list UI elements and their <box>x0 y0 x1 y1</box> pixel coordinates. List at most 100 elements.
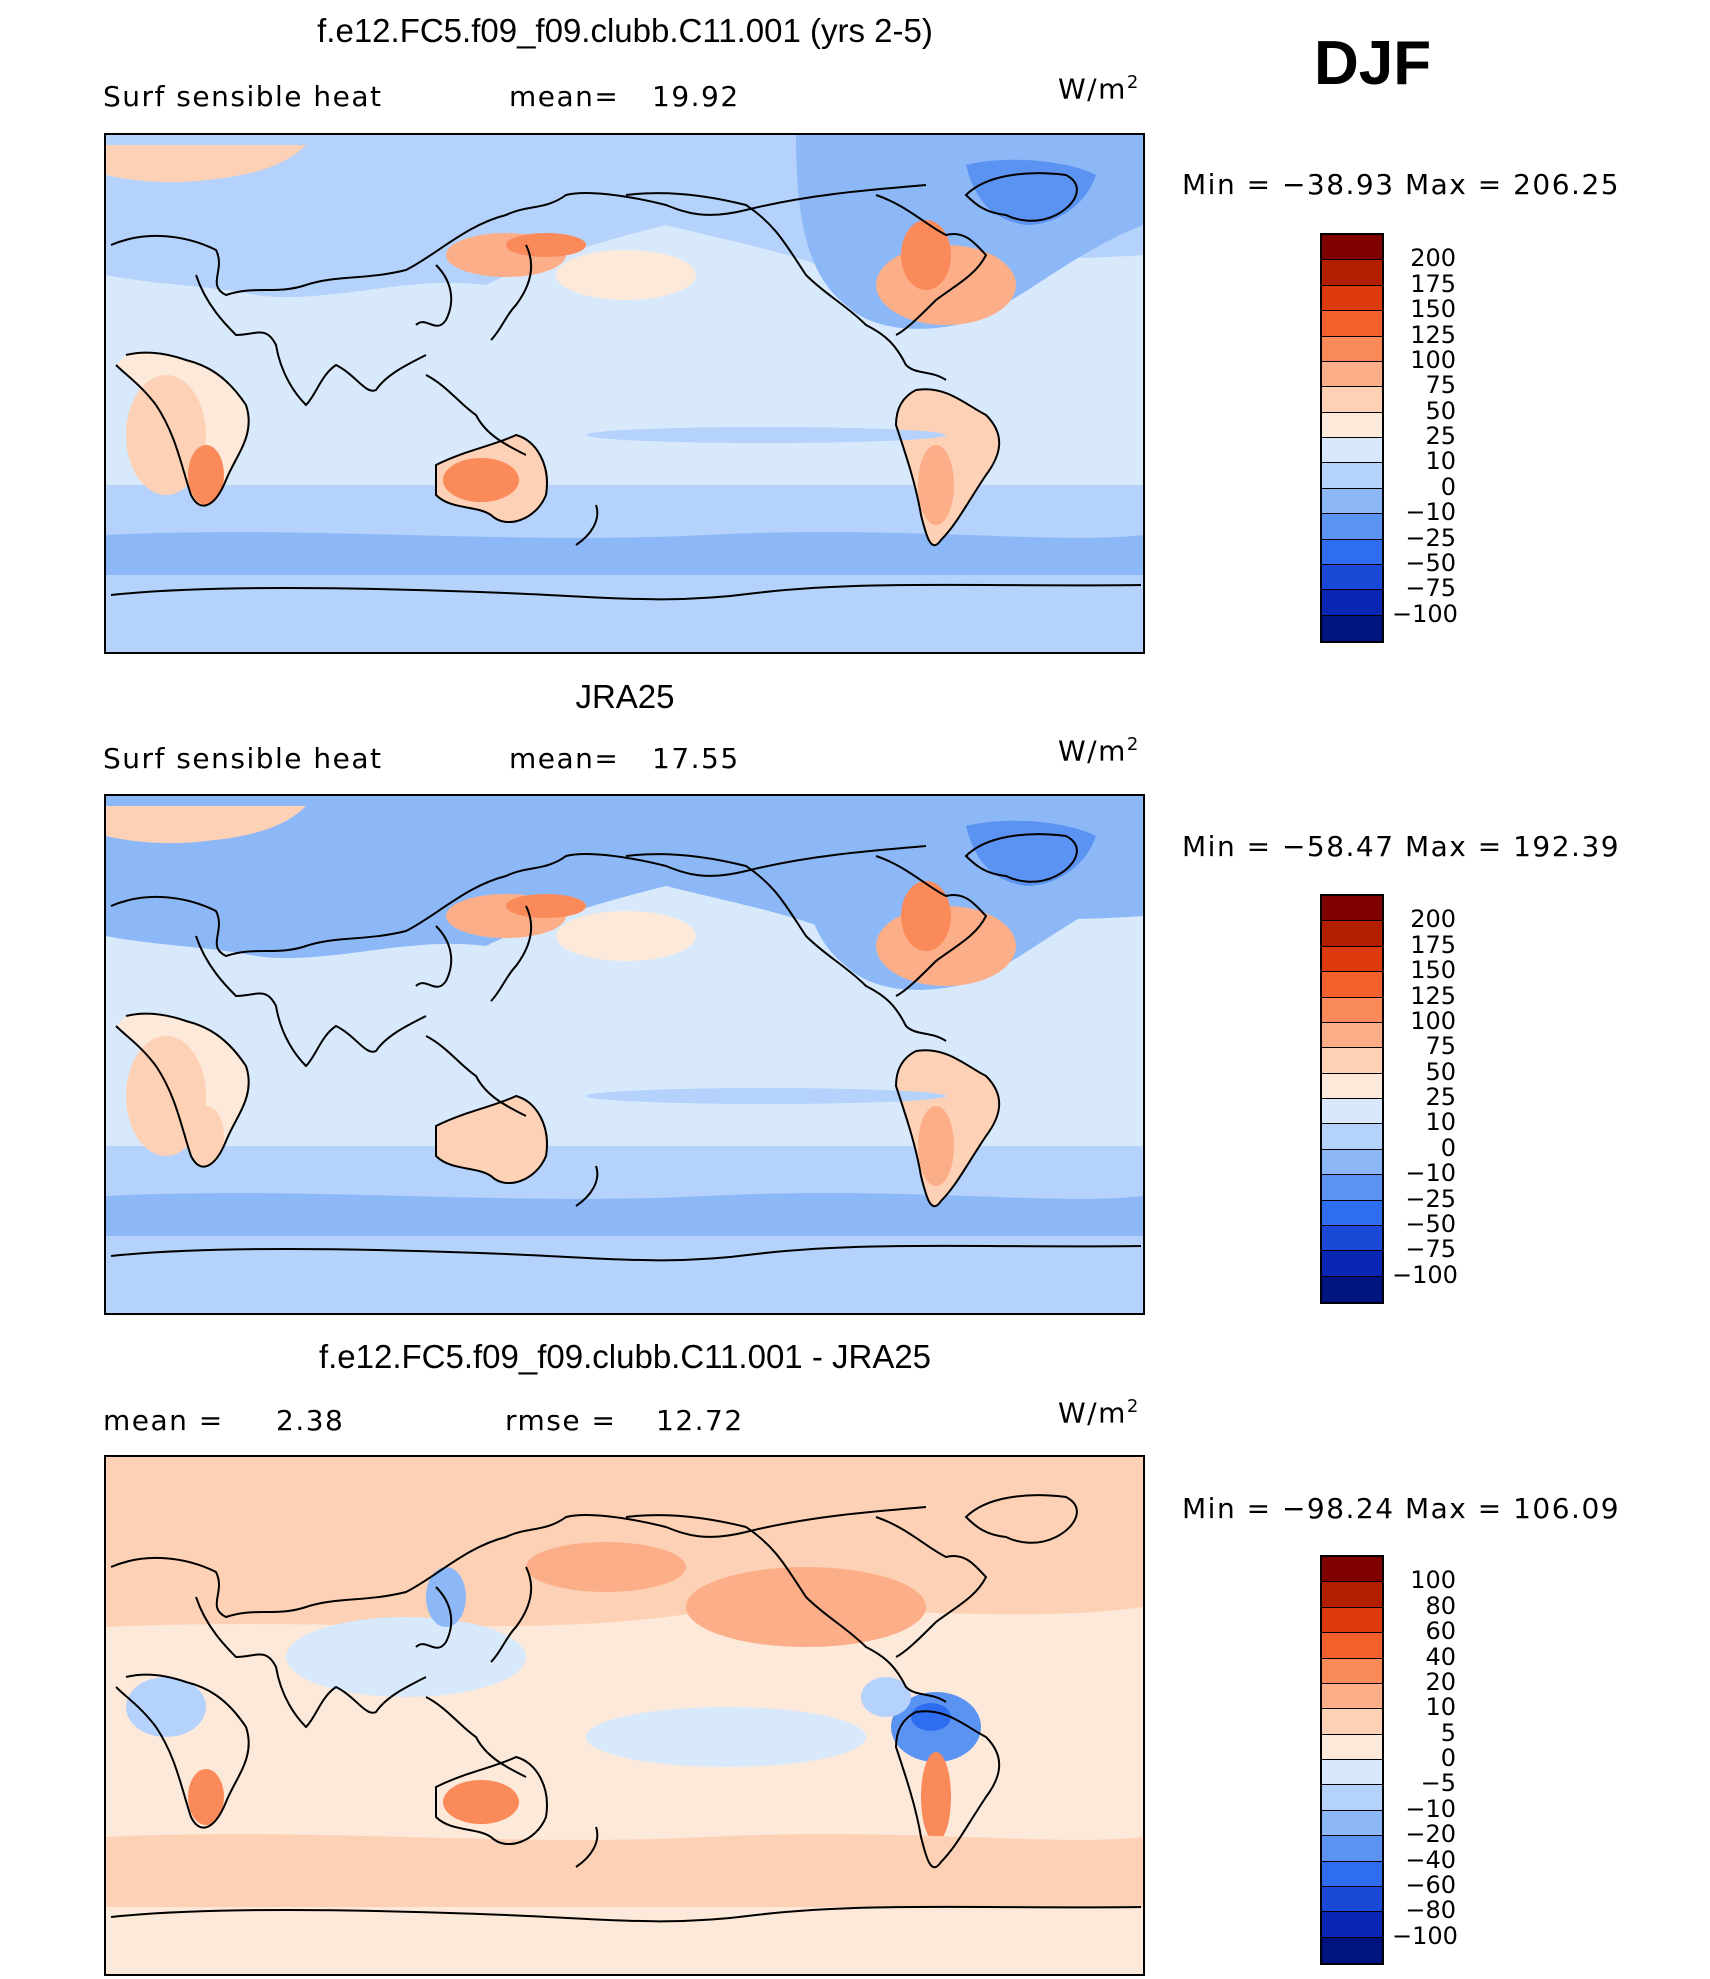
colorbar-tick-label: 80 <box>1425 1591 1456 1620</box>
panel-1-map <box>104 133 1145 654</box>
colorbar-swatch <box>1322 1251 1382 1277</box>
coastlines <box>110 172 1142 601</box>
colorbar-tick-label: 75 <box>1425 371 1456 400</box>
andes-warm <box>918 1106 954 1186</box>
colorbar-swatch <box>1322 336 1382 362</box>
coastline <box>625 1514 947 1703</box>
coastline <box>490 1566 533 1663</box>
coastline <box>625 192 947 381</box>
contour-fill <box>106 796 1143 1313</box>
caribbean-cool <box>861 1677 911 1717</box>
panel-2-title: JRA25 <box>575 678 675 715</box>
map-canvas <box>106 135 1143 652</box>
colorbar-tick-label: 0 <box>1440 1133 1456 1162</box>
labrador-warm <box>901 220 951 290</box>
colorbar-swatch <box>1322 1048 1382 1074</box>
colorbar-tick-label: 20 <box>1425 1667 1456 1696</box>
colorbar-tick-label: 200 <box>1410 244 1456 273</box>
colorbar-tick-label: −5 <box>1420 1769 1456 1798</box>
colorbar-swatch <box>1322 438 1382 464</box>
coastline <box>110 583 1142 601</box>
panel-1-variable-label: Surf sensible heat <box>103 80 383 113</box>
coastline <box>575 504 599 546</box>
contour-fill <box>106 1457 1143 1974</box>
coastline <box>110 184 927 297</box>
panel-3-rmse-label: rmse = <box>505 1404 617 1437</box>
colorbar-tick-label: 100 <box>1410 1006 1456 1035</box>
colorbar-swatch <box>1322 615 1382 641</box>
colorbar-tick-label: 25 <box>1425 1083 1456 1111</box>
colorbar-swatch <box>1322 1124 1382 1150</box>
southern-ocean-core <box>106 532 1143 575</box>
southern-africa <box>188 1769 224 1825</box>
southern-africa <box>188 1106 224 1166</box>
antarctica <box>106 1912 1143 1974</box>
colorbar-tick-label: −80 <box>1405 1896 1456 1925</box>
australia <box>443 1119 519 1163</box>
colorbar-tick-label: 10 <box>1425 1693 1456 1722</box>
coastline <box>875 855 988 997</box>
season-label: DJF <box>1314 29 1432 98</box>
southern-ocean <box>106 1834 1143 1907</box>
colorbar-swatch <box>1322 590 1382 616</box>
panel-1-mean-value: 19.92 <box>652 80 740 113</box>
coastline <box>875 1516 988 1658</box>
colorbar-swatch <box>1322 972 1382 998</box>
coastline <box>415 1586 453 1649</box>
colorbar-swatch <box>1322 946 1382 973</box>
colorbar-swatch <box>1322 539 1382 565</box>
colorbar-tick-label: 150 <box>1410 956 1456 985</box>
colorbar-tick-label: −20 <box>1405 1820 1456 1849</box>
panel-1-units: W/m2 <box>1058 72 1140 105</box>
colorbar-swatch <box>1322 1175 1382 1201</box>
colorbar-tick-label: −25 <box>1405 1184 1456 1213</box>
colorbar-tick-label: 50 <box>1425 396 1456 425</box>
coastline <box>490 905 533 1002</box>
colorbar-swatch <box>1322 1099 1382 1125</box>
units-text: W/m <box>1058 734 1127 768</box>
sahara-warm <box>126 375 206 495</box>
colorbar-tick-label: 150 <box>1410 295 1456 324</box>
coastline <box>415 925 453 988</box>
colorbar-tick-label: 40 <box>1425 1642 1456 1671</box>
colorbar-tick-label: −100 <box>1392 1921 1458 1950</box>
coastline <box>625 853 947 1042</box>
colorbar-tick-label: −10 <box>1405 1159 1456 1188</box>
australia <box>443 458 519 502</box>
colorbar-tick-label: 175 <box>1410 269 1456 298</box>
colorbar-tick-label: 25 <box>1425 422 1456 450</box>
sahara-warm <box>126 1036 206 1156</box>
tropical-pacific-cool <box>586 1707 866 1767</box>
panel-3-colorbar <box>1320 1555 1384 1965</box>
colorbar-swatch <box>1322 564 1382 591</box>
colorbar-tick-label: 100 <box>1410 1566 1456 1595</box>
china-cold <box>426 1567 466 1627</box>
colorbar-swatch <box>1322 463 1382 489</box>
panel-3-mean-value: 2.38 <box>276 1404 345 1437</box>
coastline <box>894 1710 1001 1869</box>
units-exponent: 2 <box>1126 72 1140 93</box>
coastline <box>575 1165 599 1207</box>
coastline <box>894 1049 1001 1208</box>
units-exponent: 2 <box>1126 734 1140 755</box>
colorbar-swatch <box>1322 285 1382 312</box>
n-pacific-warm <box>556 250 696 300</box>
coastline <box>110 845 927 958</box>
units-exponent: 2 <box>1126 1396 1140 1417</box>
colorbar-swatch <box>1322 311 1382 337</box>
panel-3-map <box>104 1455 1145 1976</box>
southern-africa <box>188 445 224 505</box>
antarctica <box>106 590 1143 652</box>
coastline <box>115 1673 250 1829</box>
colorbar-swatch <box>1322 1073 1382 1099</box>
panel-3-min-max: Min = −98.24 Max = 106.09 <box>1182 1492 1621 1525</box>
coastline <box>115 1012 250 1168</box>
amazon-core <box>911 1703 951 1731</box>
greenland <box>966 820 1096 886</box>
colorbar-swatch <box>1322 1836 1382 1862</box>
colorbar-swatch <box>1322 1200 1382 1226</box>
colorbar-swatch <box>1322 1861 1382 1887</box>
colorbar-tick-label: −100 <box>1392 1260 1458 1289</box>
colorbar-tick-label: −10 <box>1405 498 1456 527</box>
panel-3-units: W/m2 <box>1058 1396 1140 1429</box>
